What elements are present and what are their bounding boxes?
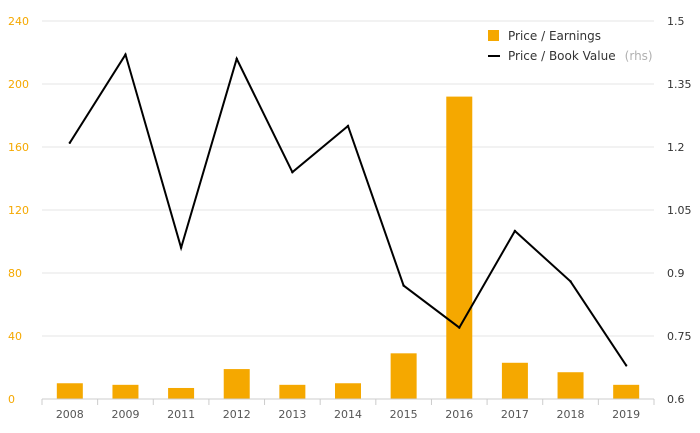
bar bbox=[56, 383, 83, 399]
line-point bbox=[68, 141, 72, 144]
x-tick-label: 2008 bbox=[56, 408, 84, 421]
right-tick-label: 0.75 bbox=[667, 330, 692, 343]
legend-label-rhs: (rhs) bbox=[625, 49, 653, 63]
legend-label-price-book-name: Price / Book Value bbox=[508, 49, 616, 63]
bar bbox=[613, 384, 640, 399]
legend-label-price-earnings: Price / Earnings bbox=[508, 29, 601, 43]
legend-swatch-price-earnings bbox=[488, 30, 499, 41]
line-point bbox=[624, 364, 628, 367]
x-tick-label: 2009 bbox=[111, 408, 139, 421]
right-axis-ticks: 0.6 0.75 0.9 1.05 1.2 1.35 1.5 bbox=[667, 15, 692, 406]
right-tick-label: 0.9 bbox=[667, 267, 685, 280]
line-series bbox=[68, 52, 628, 367]
x-tick-label: 2019 bbox=[612, 408, 640, 421]
x-tick-label: 2016 bbox=[445, 408, 473, 421]
left-tick-label: 120 bbox=[8, 204, 29, 217]
x-tick-label: 2017 bbox=[501, 408, 529, 421]
x-tick-label: 2012 bbox=[223, 408, 251, 421]
x-tick-label: 2015 bbox=[390, 408, 418, 421]
left-tick-label: 240 bbox=[8, 15, 29, 28]
legend-label-price-book: Price / Book Value (rhs) bbox=[508, 45, 653, 64]
line-point bbox=[513, 229, 517, 233]
x-tick-label: 2011 bbox=[167, 408, 195, 421]
legend: Price / Earnings Price / Book Value (rhs… bbox=[488, 29, 653, 64]
x-tick-label: 2014 bbox=[334, 408, 362, 421]
left-tick-label: 80 bbox=[8, 267, 22, 280]
line-point bbox=[569, 280, 572, 283]
line-point bbox=[179, 246, 183, 249]
x-tick-label: 2018 bbox=[557, 408, 585, 421]
bar bbox=[279, 384, 306, 399]
bar bbox=[446, 96, 473, 399]
line-point bbox=[402, 284, 405, 287]
right-tick-label: 1.35 bbox=[667, 78, 692, 91]
bar bbox=[168, 387, 195, 399]
line-point bbox=[124, 53, 127, 56]
bar bbox=[223, 369, 250, 399]
bar bbox=[501, 362, 528, 399]
bar-series bbox=[56, 96, 640, 399]
right-tick-label: 1.2 bbox=[667, 141, 685, 154]
right-tick-label: 1.5 bbox=[667, 15, 685, 28]
right-tick-label: 0.6 bbox=[667, 393, 685, 406]
gridlines bbox=[42, 20, 654, 400]
bar bbox=[390, 353, 417, 399]
x-tick-label: 2013 bbox=[278, 408, 306, 421]
bar bbox=[112, 384, 139, 399]
bar bbox=[557, 372, 584, 399]
line-point bbox=[346, 124, 350, 128]
left-tick-label: 160 bbox=[8, 141, 29, 154]
left-tick-label: 40 bbox=[8, 330, 22, 343]
x-axis: 2008 2009 2011 2012 2013 2014 2015 2016 2017 2018… bbox=[41, 398, 655, 421]
line-point bbox=[291, 171, 294, 174]
right-tick-label: 1.05 bbox=[667, 204, 692, 217]
left-axis-ticks: 0 40 80 120 160 200 240 bbox=[8, 15, 29, 406]
left-tick-label: 200 bbox=[8, 78, 29, 91]
left-tick-label: 0 bbox=[8, 393, 15, 406]
line-point bbox=[235, 57, 238, 60]
bar bbox=[335, 383, 361, 399]
line-point bbox=[458, 326, 461, 329]
